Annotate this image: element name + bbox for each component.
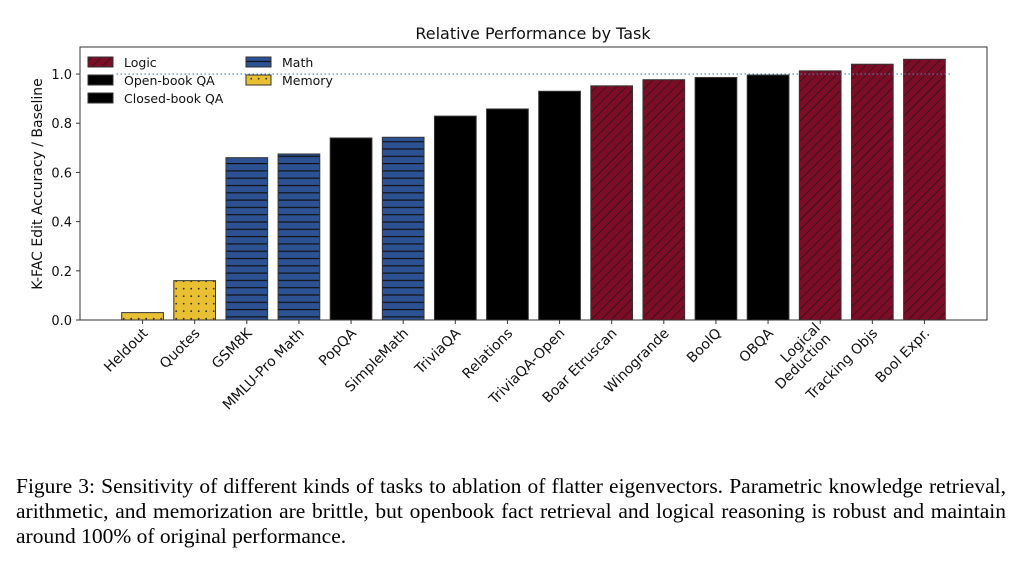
bar-hatch: [486, 108, 529, 321]
legend-label: Math: [282, 55, 313, 70]
legend-swatch-hatch: [245, 56, 272, 68]
figure-caption: Figure 3: Sensitivity of different kinds…: [16, 474, 1006, 548]
bar-hatch: [121, 312, 164, 321]
y-tick-label: 0.2: [51, 265, 72, 280]
chart-title: Relative Performance by Task: [415, 24, 651, 43]
bar-hatch: [642, 79, 686, 321]
plot-frame: [79, 46, 988, 321]
x-tick-label: BoolQ: [684, 326, 725, 367]
bar-hatch: [329, 137, 373, 321]
y-tick-label: 0.6: [51, 166, 72, 181]
y-tick-label: 0.0: [51, 314, 72, 329]
bar-hatch: [538, 90, 581, 321]
x-tick-label: Quotes: [157, 326, 204, 373]
legend-swatch-hatch: [87, 92, 114, 104]
bar-hatch: [173, 280, 217, 321]
x-tick-label: GSM8K: [209, 325, 256, 372]
bar-hatch: [746, 74, 790, 321]
y-tick-label: 0.8: [51, 117, 72, 132]
bar-hatch: [694, 76, 738, 321]
legend: Logic Open-book QA Closed-book QA Math Memor…: [87, 55, 333, 106]
x-tick-label: TriviaQA: [411, 325, 464, 378]
legend-label: Logic: [124, 55, 157, 70]
x-tick-label: PopQA: [316, 325, 360, 369]
bar-hatch: [433, 115, 477, 321]
bar-hatch: [277, 153, 321, 321]
legend-label: Closed-book QA: [124, 91, 224, 106]
y-axis-label: K-FAC Edit Accuracy / Baseline: [30, 78, 46, 290]
bar-hatch: [798, 70, 842, 321]
x-tick-label: Bool Expr.: [872, 326, 933, 387]
legend-swatch-hatch: [87, 56, 114, 68]
bar-hatch: [225, 157, 269, 321]
x-tick-label: Heldout: [101, 325, 151, 375]
bar-hatch: [903, 58, 946, 321]
legend-label: Open-book QA: [124, 73, 215, 88]
legend-label: Memory: [282, 73, 333, 88]
y-tick-label: 0.4: [51, 216, 72, 231]
bar-hatch: [850, 63, 894, 321]
y-tick-label: 1.0: [51, 68, 72, 83]
bar-hatch: [381, 136, 425, 321]
bar-chart: Relative Performance by Task K-FAC Edit …: [30, 24, 988, 413]
bar-hatch: [590, 85, 634, 321]
x-tick-label: OBQA: [736, 325, 777, 366]
legend-swatch-hatch: [245, 74, 272, 86]
legend-swatch-hatch: [87, 74, 114, 86]
